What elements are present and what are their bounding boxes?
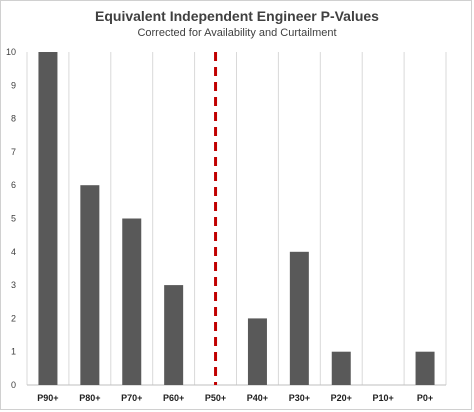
bar xyxy=(80,185,100,385)
y-tick-label: 8 xyxy=(11,114,16,124)
x-tick-label: P80+ xyxy=(79,393,100,403)
bar xyxy=(122,218,142,385)
y-tick-label: 7 xyxy=(11,147,16,157)
bar xyxy=(247,318,267,385)
bar xyxy=(38,52,58,385)
gridlines xyxy=(26,52,447,386)
x-tick-label: P10+ xyxy=(373,393,394,403)
bar xyxy=(415,351,435,385)
y-tick-label: 10 xyxy=(6,47,16,57)
y-tick-label: 0 xyxy=(11,380,16,390)
y-tick-label: 4 xyxy=(11,247,16,257)
bar xyxy=(289,251,309,385)
x-axis-ticks: P90+ P80+ P70+ P60+ P50+ P40+ P30+ P20+ P10+ P0+ xyxy=(37,393,433,403)
x-tick-label: P90+ xyxy=(37,393,58,403)
y-tick-label: 6 xyxy=(11,180,16,190)
x-tick-label: P60+ xyxy=(163,393,184,403)
x-tick-label: P20+ xyxy=(331,393,352,403)
chart-subtitle: Corrected for Availability and Curtailme… xyxy=(137,27,337,39)
y-tick-label: 9 xyxy=(11,80,16,90)
y-axis-ticks: 0 1 2 3 4 5 6 7 8 9 10 xyxy=(6,47,16,390)
x-tick-label: P50+ xyxy=(205,393,226,403)
bar-series xyxy=(38,52,435,385)
y-tick-label: 5 xyxy=(11,214,16,224)
y-tick-label: 1 xyxy=(11,347,16,357)
bar xyxy=(164,285,184,385)
x-tick-label: P0+ xyxy=(417,393,433,403)
chart-title: Equivalent Independent Engineer P-Values xyxy=(95,8,379,24)
bar xyxy=(331,351,351,385)
x-tick-label: P30+ xyxy=(289,393,310,403)
y-tick-label: 3 xyxy=(11,280,16,290)
x-tick-label: P70+ xyxy=(121,393,142,403)
x-tick-label: P40+ xyxy=(247,393,268,403)
y-tick-label: 2 xyxy=(11,313,16,323)
